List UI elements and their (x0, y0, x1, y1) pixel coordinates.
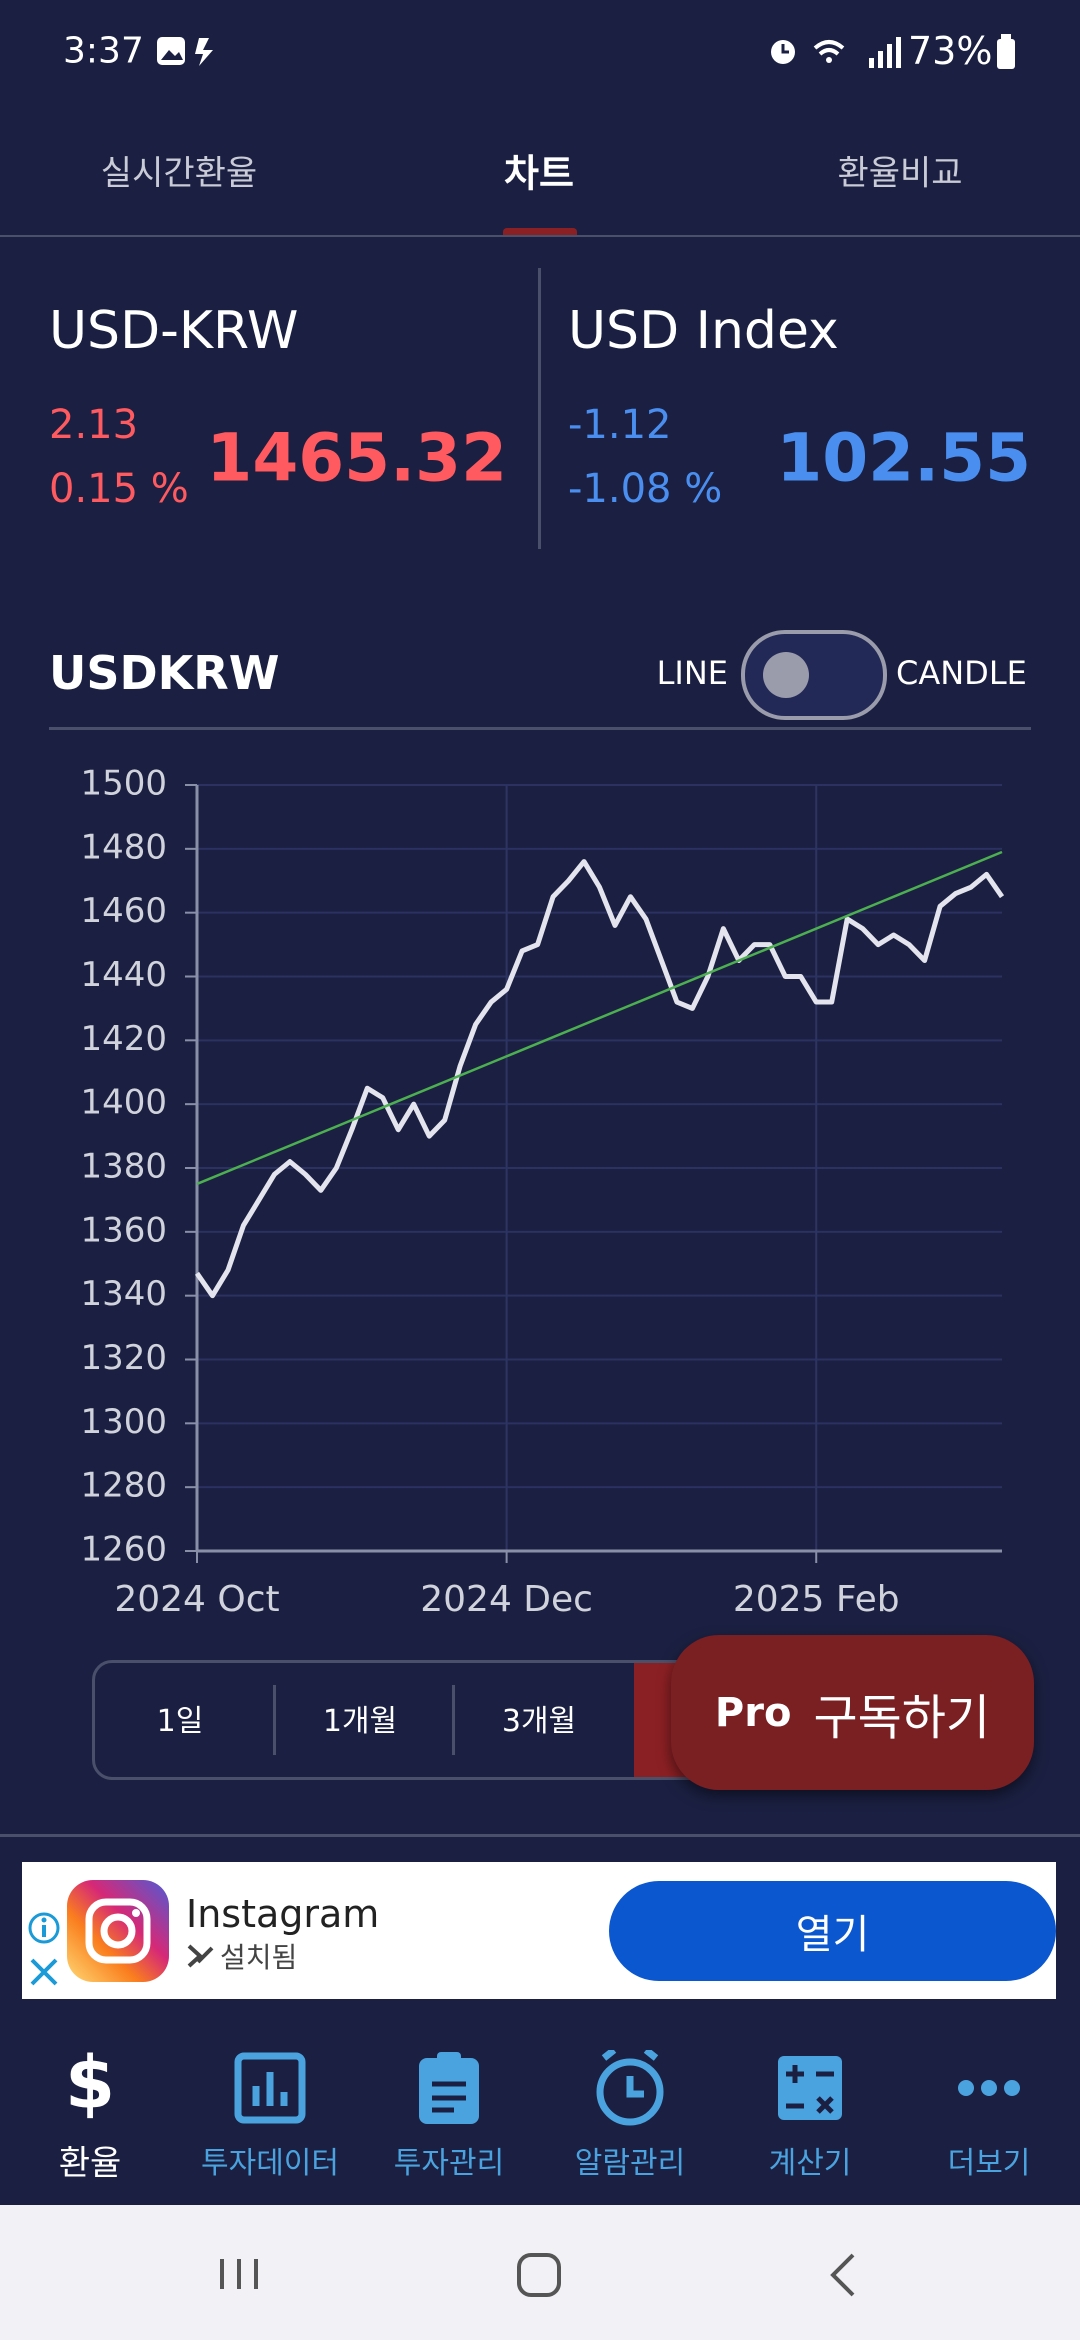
y-tick-label: 1440 (80, 955, 167, 995)
bottom-nav-icons: $ (65, 2050, 1020, 2126)
quote-price: 1465.32 (206, 419, 507, 497)
divider (0, 235, 1080, 237)
tab-indicator (503, 228, 577, 235)
pro-badge: Pro (714, 1689, 792, 1736)
y-tick-label: 1300 (80, 1402, 167, 1442)
nav-item[interactable]: 투자데이터 (201, 2146, 339, 2181)
chart-symbol: USDKRW (49, 646, 280, 700)
tab[interactable]: 환율비교 (837, 153, 963, 194)
system-nav-bar (0, 2205, 1080, 2340)
range-button[interactable]: 3개월 (501, 1704, 577, 1739)
y-tick-label: 1460 (80, 891, 167, 931)
y-tick-label: 1400 (80, 1083, 167, 1123)
pro-subscribe-button[interactable]: Pro 구독하기 (671, 1635, 1034, 1790)
y-tick-label: 1420 (80, 1019, 167, 1059)
x-tick-label: 2024 Oct (114, 1579, 279, 1620)
range-button[interactable]: 1일 (156, 1704, 204, 1739)
instagram-icon (67, 1880, 169, 1982)
quote-change-percent: 0.15 % (49, 466, 189, 512)
pro-label: 구독하기 (813, 1689, 991, 1746)
battery-icon (997, 34, 1015, 69)
ad-open-button[interactable]: 열기 (609, 1881, 1056, 1981)
trend-line (196, 850, 1003, 1186)
y-tick-label: 1480 (80, 827, 167, 867)
status-right-icons (771, 37, 901, 68)
divider (538, 268, 541, 549)
range-button[interactable]: 1개월 (322, 1704, 398, 1739)
quote-change: 2.13 (49, 402, 139, 448)
status-time: 3:37 (63, 30, 144, 72)
x-tick-label: 2025 Feb (733, 1579, 900, 1620)
divider (0, 1834, 1080, 1837)
tab[interactable]: 실시간환율 (100, 153, 258, 194)
y-tick-label: 1340 (80, 1274, 167, 1314)
ad-info-icons[interactable] (26, 1912, 62, 1992)
nav-item[interactable]: 투자관리 (393, 2146, 505, 2181)
y-tick-label: 1360 (80, 1210, 167, 1250)
ad-status: 설치됨 (220, 1941, 298, 1974)
x-tick-label: 2024 Dec (420, 1579, 593, 1620)
quote-name: USD-KRW (49, 301, 299, 361)
nav-item[interactable]: 더보기 (947, 2146, 1031, 2181)
quote-change: -1.12 (568, 402, 672, 448)
y-tick-label: 1500 (80, 764, 167, 804)
quote-change-percent: -1.08 % (568, 466, 723, 512)
nav-item[interactable]: 환율 (58, 2143, 122, 2184)
tab-active[interactable]: 차트 (504, 151, 574, 196)
price-line (194, 859, 1005, 1299)
y-tick-label: 1320 (80, 1338, 167, 1378)
system-nav-buttons[interactable] (0, 2245, 1080, 2305)
svg-text:$: $ (65, 2050, 115, 2125)
quote-price: 102.55 (776, 419, 1031, 497)
quote-name: USD Index (568, 301, 839, 361)
nav-item[interactable]: 계산기 (768, 2146, 852, 2181)
ad-app-name: Instagram (186, 1892, 380, 1936)
installed-icon (187, 1944, 214, 1968)
status-icons (157, 37, 213, 66)
y-tick-label: 1280 (80, 1466, 167, 1506)
y-tick-label: 1380 (80, 1147, 167, 1187)
toggle-label: LINE (656, 654, 728, 692)
line-chart: 1260 1280 1300 1320 1340 1360 1380 1400 1420 1440… (80, 764, 1005, 1620)
chart-type-toggle[interactable] (741, 630, 887, 720)
y-tick-label: 1260 (80, 1530, 167, 1570)
toggle-label: CANDLE (896, 654, 1027, 692)
divider (49, 727, 1031, 730)
status-battery: 73% (908, 29, 993, 73)
nav-item[interactable]: 알람관리 (574, 2146, 686, 2181)
